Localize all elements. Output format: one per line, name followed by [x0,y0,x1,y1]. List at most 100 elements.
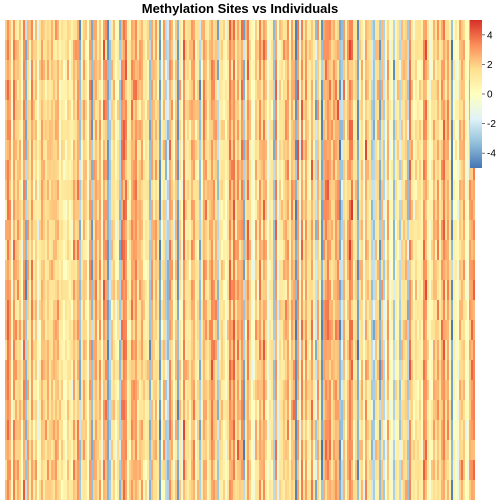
heatmap-cell [67,100,70,121]
heatmap-cell [369,380,372,401]
heatmap-cell [197,60,200,81]
heatmap-cell [197,320,200,341]
heatmap-cell [389,320,392,341]
heatmap-cell [361,120,364,141]
heatmap-cell [389,360,392,381]
heatmap-cell [287,420,290,441]
heatmap-cell [281,200,284,221]
heatmap-cell [315,400,318,421]
heatmap-cell [355,60,358,81]
heatmap-cell [267,340,270,361]
heatmap-cell [23,380,26,401]
heatmap-cell [173,260,176,281]
heatmap-cell [75,200,78,221]
heatmap-cell [417,200,420,221]
heatmap-cell [331,120,334,141]
heatmap-cell [47,260,50,281]
heatmap-cell [363,380,366,401]
heatmap-cell [395,260,398,281]
heatmap-cell [59,140,62,161]
heatmap-cell [245,360,248,381]
heatmap-cell [181,140,184,161]
heatmap-cell [53,80,56,101]
heatmap-cell [103,380,106,401]
heatmap-cell [233,60,236,81]
heatmap-cell [341,160,344,181]
heatmap-cell [329,100,332,121]
heatmap-cell [89,200,92,221]
heatmap-cell [171,140,174,161]
heatmap-cell [207,360,210,381]
heatmap-cell [155,140,158,161]
heatmap-cell [87,80,90,101]
heatmap-cell [127,240,130,261]
heatmap-cell [269,60,272,81]
heatmap-cell [63,80,66,101]
heatmap-cell [195,160,198,181]
heatmap-cell [411,120,414,141]
heatmap-cell [107,120,110,141]
heatmap-cell [239,220,242,241]
heatmap-cell [355,20,358,41]
heatmap-cell [63,160,66,181]
heatmap-cell [79,320,82,341]
heatmap-cell [295,40,298,61]
heatmap-cell [155,480,158,500]
heatmap-cell [367,280,370,301]
heatmap-cell [253,420,256,441]
heatmap-cell [235,320,238,341]
heatmap-cell [213,480,216,500]
heatmap-cell [111,140,114,161]
heatmap-cell [33,400,36,421]
heatmap-cell [273,120,276,141]
heatmap-cell [31,180,34,201]
heatmap-cell [45,300,48,321]
heatmap-cell [59,20,62,41]
heatmap-cell [77,180,80,201]
heatmap-cell [97,260,100,281]
heatmap-cell [277,400,280,421]
heatmap-cell [275,380,278,401]
heatmap-cell [277,420,280,441]
heatmap-cell [53,140,56,161]
heatmap-cell [157,160,160,181]
heatmap-cell [259,240,262,261]
heatmap-cell [391,260,394,281]
heatmap-cell [301,340,304,361]
heatmap-cell [327,340,330,361]
heatmap-cell [29,80,32,101]
heatmap-cell [69,340,72,361]
heatmap-cell [139,140,142,161]
heatmap-cell [53,100,56,121]
heatmap-cell [99,160,102,181]
heatmap-cell [401,480,404,500]
heatmap-cell [217,40,220,61]
heatmap-cell [313,20,316,41]
heatmap-cell [329,160,332,181]
heatmap-cell [83,180,86,201]
heatmap-cell [341,140,344,161]
heatmap-cell [97,440,100,461]
heatmap-cell [119,60,122,81]
heatmap-cell [285,480,288,500]
heatmap-cell [389,80,392,101]
heatmap-cell [157,300,160,321]
heatmap-cell [39,420,42,441]
heatmap-cell [247,480,250,500]
heatmap-cell [379,240,382,261]
heatmap-cell [337,460,340,481]
heatmap-cell [123,480,126,500]
heatmap-cell [239,440,242,461]
heatmap-cell [283,280,286,301]
heatmap-cell [221,200,224,221]
heatmap-cell [341,60,344,81]
heatmap-cell [157,340,160,361]
heatmap-cell [195,300,198,321]
heatmap-cell [295,120,298,141]
heatmap-cell [417,240,420,261]
heatmap-cell [383,400,386,421]
heatmap-cell [243,20,246,41]
heatmap-cell [355,360,358,381]
heatmap-cell [363,280,366,301]
heatmap-cell [335,220,338,241]
